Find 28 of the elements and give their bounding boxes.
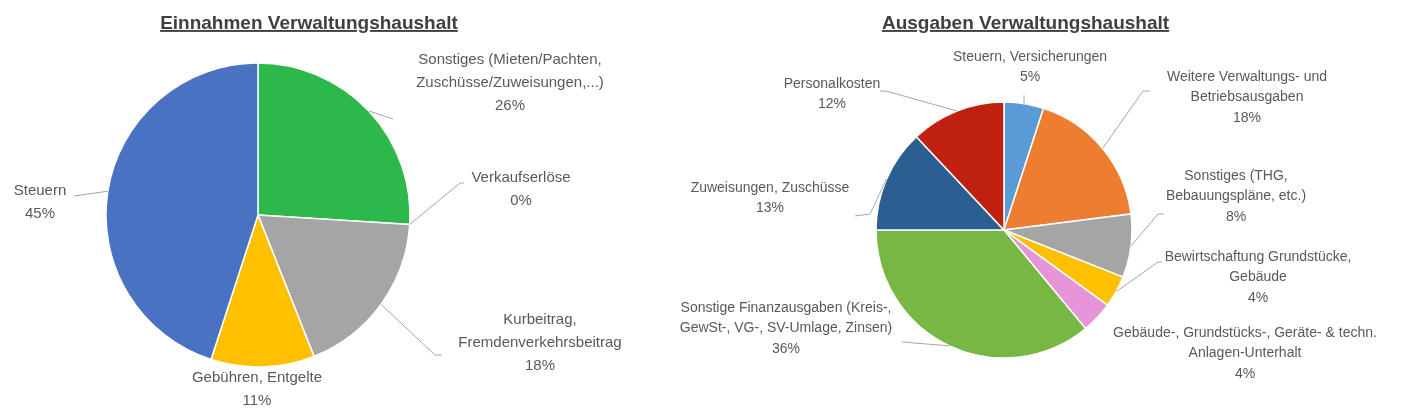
category-label: Verkaufserlöse bbox=[471, 168, 571, 185]
data-label: 4% bbox=[1234, 364, 1256, 381]
slice-label: Kurbeitrag, Fremdenverkehrsbeitrag bbox=[458, 310, 622, 350]
slice-label: Bewirtschaftung Grundstücke, Gebäude bbox=[1164, 247, 1352, 285]
chart-title: Einnahmen Verwaltungshaushalt bbox=[160, 12, 459, 33]
slice-label: Steuern bbox=[13, 181, 67, 198]
data-label: 18% bbox=[1232, 108, 1262, 125]
slice-label: Sonstiges (Mieten/Pachten, Zuschüsse/Zuweisungen,...) bbox=[416, 50, 604, 90]
slice-label: Steuern, Versicherungen bbox=[952, 47, 1108, 64]
data-label: 45% bbox=[24, 204, 56, 221]
data-label: 26% bbox=[494, 96, 526, 113]
text: 0% bbox=[510, 191, 532, 208]
data-label: 5% bbox=[1019, 68, 1041, 85]
slice-label: Gebühren, Entgelte bbox=[191, 368, 323, 385]
data-label: 13% bbox=[755, 199, 785, 216]
data-label: 36% bbox=[771, 339, 801, 356]
data-label: 12% bbox=[817, 95, 847, 112]
slice-label: Zuweisungen, Zuschüsse bbox=[690, 178, 850, 195]
data-label: 4% bbox=[1247, 288, 1269, 305]
data-label: 18% bbox=[524, 356, 556, 373]
chart-title: Ausgaben Verwaltungshaushalt bbox=[881, 12, 1170, 33]
slice-label: Sonstiges (THG, Bebauungspläne, etc.) bbox=[1165, 166, 1307, 204]
slice-label: Weitere Verwaltungs- und Betriebsausgaben bbox=[1166, 67, 1328, 105]
data-label: 8% bbox=[1225, 207, 1247, 224]
slice-label: Personalkosten bbox=[783, 74, 881, 91]
data-label: 11% bbox=[242, 391, 272, 408]
slice-label: Sonstige Finanzausgaben (Kreis-, GewSt-, VG-, SV-Umlage, Zinsen) bbox=[679, 298, 893, 336]
slice-label: Gebäude-, Grundstücks-, Geräte- & techn. Anlagen-Unterhalt bbox=[1113, 323, 1377, 361]
